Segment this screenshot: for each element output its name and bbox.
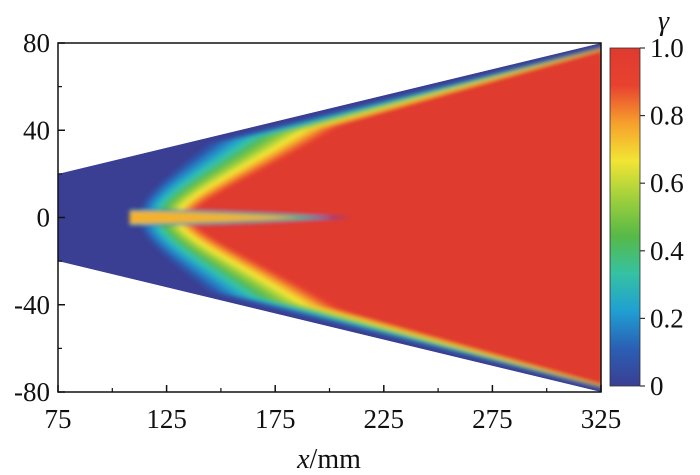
x-tick-label: 175 xyxy=(255,404,296,434)
x-axis-title: x/mm xyxy=(296,444,361,475)
colorbar-label: γ xyxy=(658,6,670,37)
colorbar-tick-label: 1.0 xyxy=(650,33,684,63)
colorbar-tick-label: 0.2 xyxy=(650,303,684,333)
colorbar-ticks: 1.0 0.8 0.6 0.4 0.2 0 xyxy=(640,33,684,401)
x-tick-label: 225 xyxy=(364,404,405,434)
contour-band-12 xyxy=(194,50,601,385)
y-tick-label: 80 xyxy=(23,28,50,58)
colorbar-tick-label: 0.8 xyxy=(650,101,684,131)
y-tick-label: -40 xyxy=(14,290,50,320)
x-axis: 75 125 175 225 275 325 xyxy=(45,385,622,434)
y-axis: 80 40 0 -40 -80 xyxy=(14,28,65,407)
x-axis-unit: /mm xyxy=(310,444,362,475)
centerline-spike-4 xyxy=(129,211,300,224)
x-tick-label: 75 xyxy=(45,404,72,434)
colorbar: 1.0 0.8 0.6 0.4 0.2 0 γ xyxy=(609,6,684,401)
y-tick-label: -80 xyxy=(14,377,50,407)
colorbar-tick-label: 0 xyxy=(650,371,664,401)
colorbar-gradient xyxy=(609,47,641,387)
x-axis-var: x xyxy=(296,444,310,475)
plot-area xyxy=(57,42,602,393)
x-tick-label: 125 xyxy=(146,404,187,434)
y-tick-label: 40 xyxy=(23,115,50,145)
x-tick-label: 325 xyxy=(581,404,622,434)
y-tick-label: 0 xyxy=(37,203,51,233)
x-tick-label: 275 xyxy=(472,404,513,434)
contour-bands xyxy=(129,46,601,389)
colorbar-tick-label: 0.4 xyxy=(650,236,684,266)
contour-field xyxy=(58,43,601,392)
colorbar-tick-label: 0.6 xyxy=(650,168,684,198)
